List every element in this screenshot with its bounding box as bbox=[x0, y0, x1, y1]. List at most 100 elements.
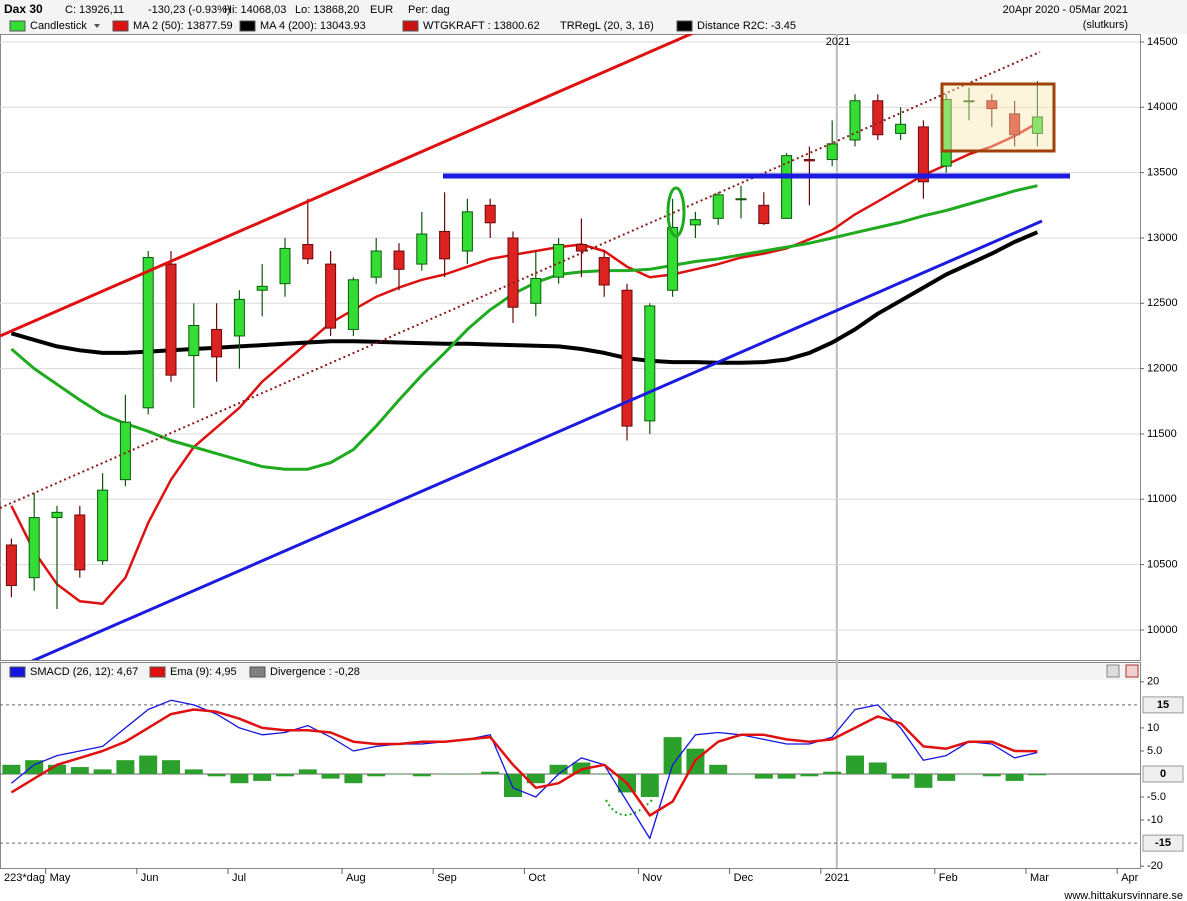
candle-body bbox=[895, 123, 907, 134]
candle-body bbox=[803, 159, 815, 162]
x-tick-label: May bbox=[50, 872, 71, 884]
y-tick-label: 14500 bbox=[1147, 36, 1178, 48]
level-label: 15 bbox=[1157, 699, 1169, 711]
x-tick-label: Apr bbox=[1121, 872, 1138, 884]
candle-body bbox=[461, 211, 473, 252]
divergence-bar bbox=[435, 774, 454, 775]
y-tick-label: 11500 bbox=[1147, 428, 1177, 440]
x-tick-label: Jul bbox=[232, 872, 246, 884]
year-label: 2021 bbox=[826, 36, 850, 48]
candle-body bbox=[393, 250, 405, 270]
candle-body bbox=[279, 247, 291, 285]
quote-item: -130,23 (-0.93%) bbox=[148, 4, 231, 16]
legend-label: WTGKRAFT : 13800.62 bbox=[423, 20, 540, 32]
level-box bbox=[1142, 765, 1184, 783]
candle-body bbox=[188, 325, 200, 357]
level-box bbox=[1142, 834, 1184, 852]
divergence-bar bbox=[549, 764, 568, 774]
divergence-bar bbox=[139, 755, 158, 774]
divergence-bar bbox=[526, 774, 545, 784]
legend-swatch bbox=[149, 666, 166, 678]
highlight-box bbox=[940, 82, 1056, 153]
legend-dropdown bbox=[94, 24, 100, 28]
level-box bbox=[1142, 696, 1184, 714]
macd-plot bbox=[0, 699, 1140, 844]
period-label: 223*dag bbox=[4, 872, 45, 884]
divergence-bar bbox=[800, 774, 819, 777]
candle-body bbox=[51, 511, 63, 519]
x-tick-label: Mar bbox=[1030, 872, 1049, 884]
candle-body bbox=[758, 204, 770, 225]
y-tick-label: 13000 bbox=[1147, 232, 1178, 244]
zoom-icon[interactable] bbox=[1106, 664, 1120, 678]
legend-label: Candlestick bbox=[30, 20, 87, 32]
chart-title: Dax 30 bbox=[4, 2, 43, 16]
y-tick-label: 10 bbox=[1147, 722, 1159, 734]
candle-body bbox=[325, 263, 337, 329]
legend-label: MA 4 (200): 13043.93 bbox=[260, 20, 366, 32]
x-tick-label: Oct bbox=[528, 872, 545, 884]
quote-item: C: 13926,11 bbox=[65, 4, 124, 16]
candle-body bbox=[1009, 113, 1021, 136]
legend-label: Divergence : -0,28 bbox=[270, 666, 360, 678]
legend-label: Distance R2C: -3.45 bbox=[697, 20, 796, 32]
level-label: -15 bbox=[1155, 837, 1171, 849]
divergence-bar bbox=[709, 764, 728, 774]
candle-body bbox=[370, 250, 382, 278]
candle-body bbox=[872, 100, 884, 136]
candle-body bbox=[553, 243, 565, 278]
legend-label: TRRegL (20, 3, 16) bbox=[560, 20, 654, 32]
candle-body bbox=[849, 100, 861, 141]
legend-swatch bbox=[676, 20, 693, 32]
macd-line bbox=[10, 708, 1038, 817]
candle-body bbox=[484, 204, 496, 224]
divergence-bar bbox=[2, 764, 21, 774]
divergence-bar bbox=[937, 774, 956, 781]
y-tick-label: -20 bbox=[1147, 860, 1163, 872]
divergence-bar bbox=[207, 774, 226, 777]
candle-body bbox=[735, 198, 747, 201]
candle-body bbox=[826, 143, 838, 161]
highlight-arc bbox=[605, 799, 653, 816]
source: www.hittakursvinnare.se bbox=[1063, 890, 1183, 901]
legend-label: Ema (9): 4,95 bbox=[170, 666, 237, 678]
candle-body bbox=[439, 230, 451, 260]
y-tick-label: 11000 bbox=[1147, 493, 1177, 505]
candle-body bbox=[917, 126, 929, 183]
candle-body bbox=[74, 514, 86, 571]
main-plot bbox=[0, 41, 1140, 631]
divergence-bar bbox=[321, 774, 340, 779]
close-icon[interactable] bbox=[1125, 664, 1139, 678]
x-tick-label: Aug bbox=[346, 872, 366, 884]
candle-body bbox=[621, 289, 633, 427]
x-tick-label: Jun bbox=[141, 872, 159, 884]
y-tick-label: 12000 bbox=[1147, 363, 1178, 375]
y-tick-label: -5.0 bbox=[1147, 791, 1166, 803]
divergence-bar bbox=[732, 774, 750, 775]
date-range: 20Apr 2020 - 05Mar 2021 bbox=[1003, 4, 1128, 16]
candle-body bbox=[119, 421, 131, 481]
candle-body bbox=[644, 305, 656, 422]
candle-body bbox=[302, 243, 314, 260]
divergence-bar bbox=[390, 774, 408, 775]
header-bar bbox=[0, 0, 1187, 34]
y-tick-label: 13500 bbox=[1147, 167, 1178, 179]
candle-body bbox=[667, 227, 679, 291]
divergence-bar bbox=[367, 774, 386, 777]
divergence-bar bbox=[663, 737, 682, 774]
y-tick-label: 5.0 bbox=[1147, 745, 1162, 757]
level-label: 0 bbox=[1160, 768, 1166, 780]
divergence-bar bbox=[93, 769, 112, 774]
divergence-bar bbox=[344, 774, 363, 784]
x-tick-label: Nov bbox=[642, 872, 662, 884]
divergence-bar bbox=[823, 771, 842, 774]
y-tick-label: -10 bbox=[1147, 814, 1163, 826]
candle-body bbox=[986, 100, 998, 110]
quote-item: EUR bbox=[370, 4, 393, 16]
y-tick-label: 10000 bbox=[1147, 624, 1178, 636]
candle-body bbox=[165, 263, 177, 376]
candle-body bbox=[1031, 116, 1043, 134]
ma-line bbox=[10, 230, 1039, 365]
candle-body bbox=[97, 489, 109, 562]
quote-item: Lo: 13868,20 bbox=[295, 4, 359, 16]
